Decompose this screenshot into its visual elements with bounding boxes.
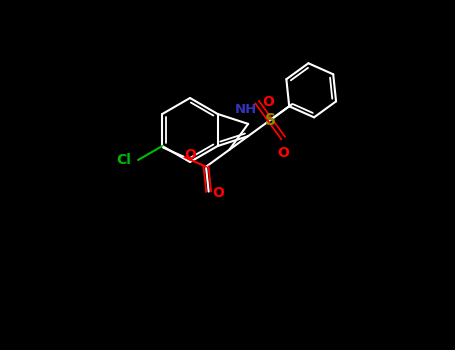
Text: O: O [277,146,289,160]
Text: S: S [265,113,276,128]
Text: Cl: Cl [116,153,131,167]
Text: NH: NH [235,103,257,116]
Text: O: O [262,95,274,109]
Text: O: O [212,186,224,199]
Text: O: O [184,148,196,162]
